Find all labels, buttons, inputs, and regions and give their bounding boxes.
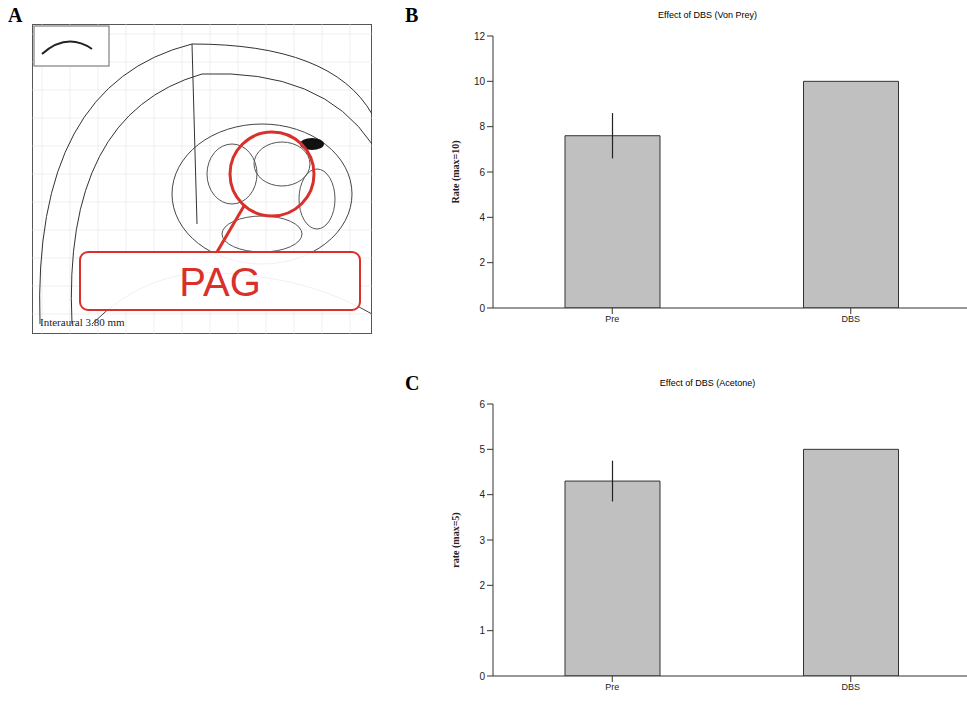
svg-text:10: 10	[474, 76, 486, 87]
html-text:B: B	[405, 4, 419, 26]
html-text:C: C	[405, 372, 420, 394]
svg-text:2: 2	[479, 580, 485, 591]
svg-text:DBS: DBS	[841, 314, 860, 324]
svg-text:5: 5	[479, 444, 485, 455]
svg-text:0: 0	[479, 671, 485, 682]
svg-text:2: 2	[479, 257, 485, 268]
svg-text:Pre: Pre	[605, 314, 619, 324]
svg-text:1: 1	[479, 625, 485, 636]
svg-text:Rate (max=10): Rate (max=10)	[450, 140, 462, 203]
svg-text:Interaural 3.80 mm: Interaural 3.80 mm	[40, 316, 125, 328]
html-text:Effect of DBS (Acetone): Effect of DBS (Acetone)	[659, 378, 756, 388]
svg-text:12: 12	[474, 31, 486, 42]
svg-text:6: 6	[479, 167, 485, 178]
svg-text:rate (max=5): rate (max=5)	[450, 512, 462, 567]
svg-text:PAG: PAG	[179, 260, 261, 304]
svg-text:4: 4	[479, 212, 485, 223]
svg-text:Pre: Pre	[605, 682, 619, 692]
html-text:Effect of DBS (Von Prey): Effect of DBS (Von Prey)	[658, 10, 757, 20]
html-text:A: A	[8, 4, 23, 26]
svg-text:6: 6	[479, 399, 485, 410]
svg-text:8: 8	[479, 121, 485, 132]
svg-text:4: 4	[479, 489, 485, 500]
svg-text:DBS: DBS	[841, 682, 860, 692]
svg-text:3: 3	[479, 535, 485, 546]
svg-text:0: 0	[479, 303, 485, 314]
